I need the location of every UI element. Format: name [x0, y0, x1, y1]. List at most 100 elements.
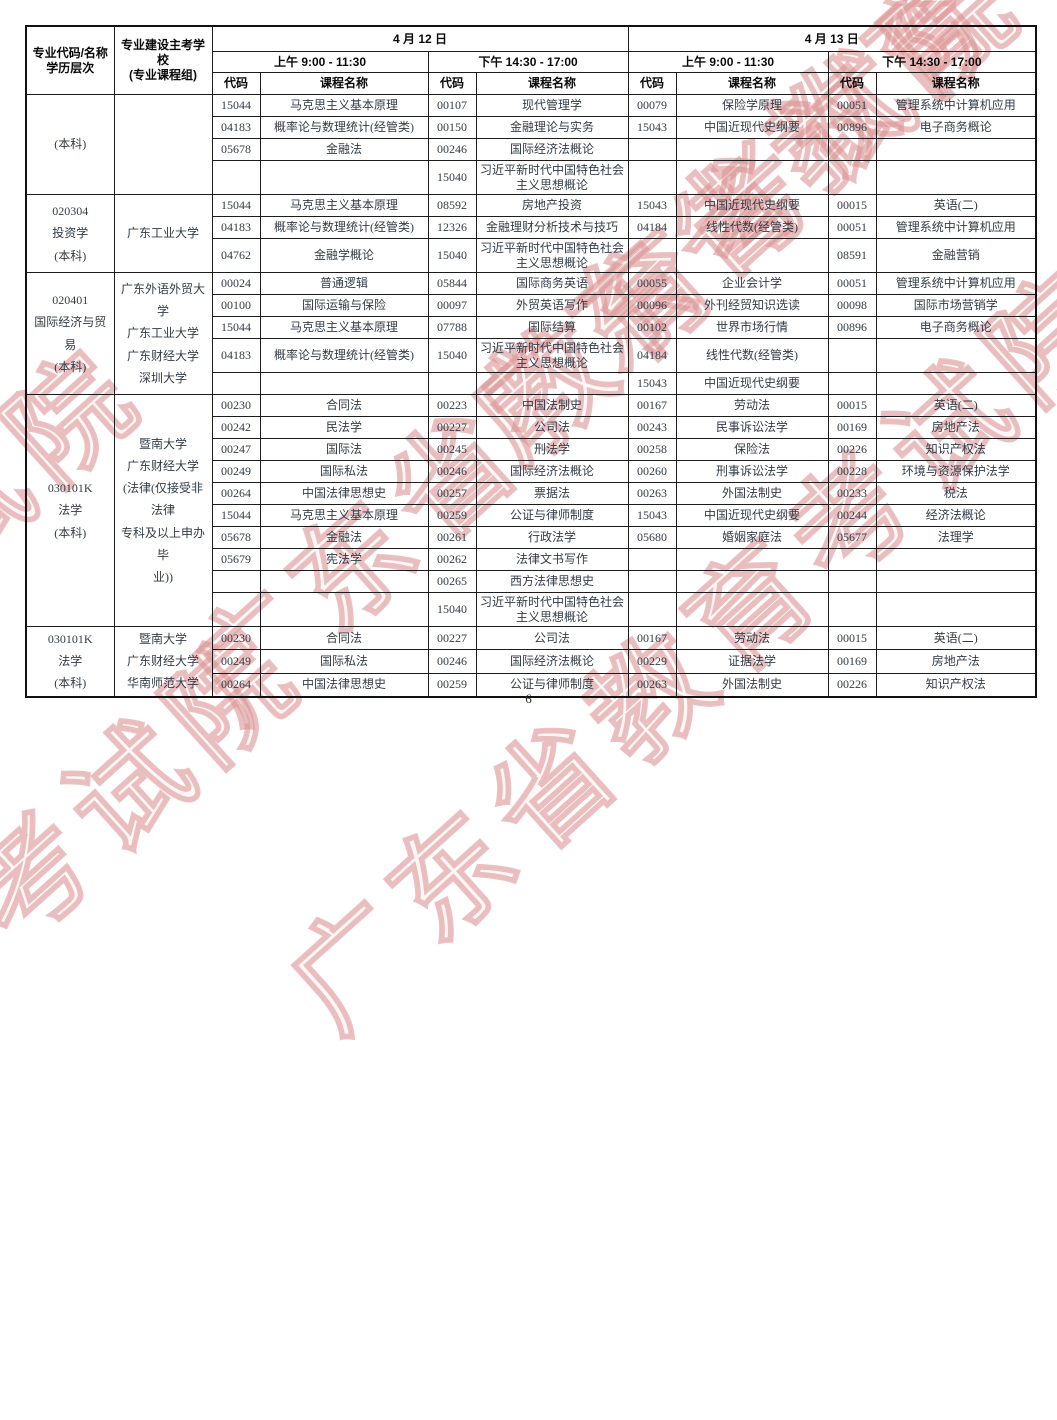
course-code-cell: 00169 [827, 649, 877, 674]
course-code-cell: 00015 [827, 394, 877, 417]
course-code-cell [211, 160, 261, 195]
course-name-cell: 管理系统中计算机应用 [875, 94, 1037, 117]
course-name-cell [675, 238, 829, 273]
course-name-cell: 金融营销 [875, 238, 1037, 273]
course-code-cell: 00243 [627, 416, 677, 439]
major-cell: 030101K 法学 (本科) [25, 394, 115, 627]
course-code-cell [627, 238, 677, 273]
course-name-cell [875, 548, 1037, 571]
course-name-cell: 世界市场行情 [675, 316, 829, 339]
course-code-cell: 00096 [627, 294, 677, 317]
header-course: 课程名称 [675, 72, 829, 95]
course-code-cell: 00247 [211, 438, 261, 461]
course-code-cell: 00258 [627, 438, 677, 461]
course-code-cell: 05678 [211, 526, 261, 549]
course-name-cell: 行政法学 [475, 526, 629, 549]
course-code-cell: 00230 [211, 394, 261, 417]
course-name-cell: 中国近现代史纲要 [675, 194, 829, 217]
course-code-cell: 07788 [427, 316, 477, 339]
course-name-cell: 概率论与数理统计(经管类) [259, 338, 429, 373]
course-code-cell: 05679 [211, 548, 261, 571]
course-name-cell: 马克思主义基本原理 [259, 504, 429, 527]
session-label: 上午 [273, 54, 298, 69]
course-name-cell: 国际经济法概论 [475, 138, 629, 161]
course-name-cell: 习近平新时代中国特色社会主义思想概论 [475, 338, 629, 373]
course-name-cell: 公司法 [475, 416, 629, 439]
course-code-cell: 12326 [427, 216, 477, 239]
course-name-cell: 国际商务英语 [475, 272, 629, 295]
course-code-cell: 00263 [627, 482, 677, 505]
header-session-apr12-pm: 下午 14:30 - 17:00 [427, 51, 629, 73]
course-code-cell: 00233 [827, 482, 877, 505]
session-label: 下午 [882, 54, 907, 69]
table-header: 专业代码/名称 学历层次 专业建设主考学校 (专业课程组) 4 月 12 日 4… [25, 25, 1037, 95]
header-major-line2: 学历层次 [46, 60, 95, 75]
course-code-cell: 00227 [427, 416, 477, 439]
course-name-cell: 马克思主义基本原理 [259, 316, 429, 339]
course-code-cell: 05844 [427, 272, 477, 295]
course-code-cell [827, 138, 877, 161]
course-name-cell: 国际运输与保险 [259, 294, 429, 317]
course-name-cell: 概率论与数理统计(经管类) [259, 116, 429, 139]
course-code-cell: 15040 [427, 238, 477, 273]
course-name-cell: 刑法学 [475, 438, 629, 461]
header-major-line1: 专业代码/名称 [32, 45, 108, 60]
course-name-cell: 马克思主义基本原理 [259, 194, 429, 217]
course-name-cell: 线性代数(经管类) [675, 338, 829, 373]
session-time: 14:30 - 17:00 [909, 54, 982, 69]
course-name-cell [259, 160, 429, 195]
table-row: 04762 金融学概论 15040 习近平新时代中国特色社会主义思想概论 08591 金融… [26, 238, 1037, 273]
course-code-cell: 00107 [427, 94, 477, 117]
course-name-cell: 普通逻辑 [259, 272, 429, 295]
course-name-cell: 西方法律思想史 [475, 570, 629, 593]
header-major-column: 专业代码/名称 学历层次 [25, 25, 115, 95]
table-row: 020401 国际经济与贸易 (本科) 广东外语外贸大学 广东工业大学 广东财经大学 深圳大… [25, 272, 1037, 395]
course-name-cell [675, 160, 829, 195]
course-code-cell: 00055 [627, 272, 677, 295]
course-code-cell [827, 160, 877, 195]
course-code-cell [211, 570, 261, 593]
course-name-cell: 中国法律思想史 [259, 482, 429, 505]
course-code-cell: 00259 [427, 504, 477, 527]
course-code-cell [827, 570, 877, 593]
table-row: 00249 国际私法 00246 国际经济法概论 00260 刑事诉讼法学 00228 环境与… [26, 460, 1037, 483]
course-name-cell: 习近平新时代中国特色社会主义思想概论 [475, 238, 629, 273]
course-code-cell [627, 570, 677, 593]
course-code-cell: 00896 [827, 316, 877, 339]
course-name-cell: 国际私法 [259, 460, 429, 483]
course-code-cell: 15043 [627, 116, 677, 139]
course-code-cell: 00228 [827, 460, 877, 483]
course-code-cell: 04183 [211, 338, 261, 373]
course-name-cell: 现代管理学 [475, 94, 629, 117]
course-name-cell [675, 548, 829, 571]
schedule-body: (本科) 15044 马克思主义基本原理 00107 现代管理学 00079 保险学原理 00… [25, 94, 1037, 698]
course-code-cell: 00261 [427, 526, 477, 549]
course-code-cell: 00262 [427, 548, 477, 571]
course-code-cell: 00227 [427, 625, 477, 651]
course-code-cell: 00264 [211, 482, 261, 505]
table-row: 15040 习近平新时代中国特色社会主义思想概论 [26, 592, 1037, 627]
course-name-cell: 英语(二) [875, 194, 1037, 217]
school-cell: 广东外语外贸大学 广东工业大学 广东财经大学 深圳大学 [113, 272, 213, 395]
course-code-cell: 00097 [427, 294, 477, 317]
course-code-cell [627, 548, 677, 571]
course-code-cell: 00223 [427, 394, 477, 417]
course-code-cell: 08592 [427, 194, 477, 217]
course-name-cell: 知识产权法 [875, 672, 1037, 698]
header-code: 代码 [427, 72, 477, 95]
major-cell: 020401 国际经济与贸易 (本科) [25, 272, 115, 395]
table-row: 04183 概率论与数理统计(经管类) 12326 金融理财分析技术与技巧 04184 线… [26, 216, 1037, 239]
course-name-cell: 刑事诉讼法学 [675, 460, 829, 483]
course-name-cell: 金融学概论 [259, 238, 429, 273]
course-name-cell: 英语(二) [875, 394, 1037, 417]
header-session-apr12-am: 上午 9:00 - 11:30 [211, 51, 429, 73]
course-code-cell [827, 592, 877, 627]
session-label: 下午 [478, 54, 503, 69]
course-code-cell: 00167 [627, 625, 677, 651]
course-name-cell [875, 338, 1037, 373]
table-row: 05679 宪法学 00262 法律文书写作 [26, 548, 1037, 571]
course-code-cell: 00100 [211, 294, 261, 317]
major-cell: (本科) [25, 94, 115, 195]
header-code: 代码 [827, 72, 877, 95]
course-code-cell: 00024 [211, 272, 261, 295]
